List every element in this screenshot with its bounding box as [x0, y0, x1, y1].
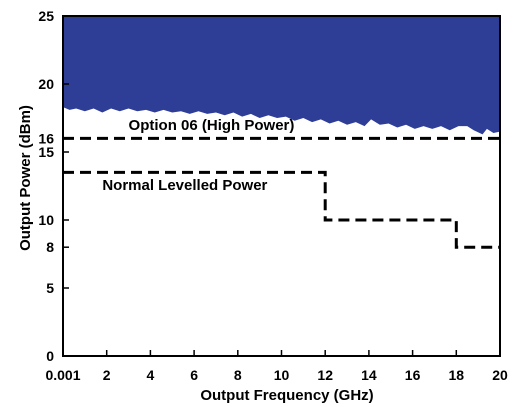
y-tick-label: 15 [38, 144, 54, 160]
x-tick-label: 16 [405, 367, 421, 383]
x-tick-label: 20 [492, 367, 508, 383]
high-power-area-fill [63, 16, 500, 135]
x-tick-label: 18 [449, 367, 465, 383]
y-tick-label: 0 [46, 348, 54, 364]
annotations: Option 06 (High Power) Normal Levelled Po… [102, 117, 294, 194]
x-tick-label: 4 [147, 367, 155, 383]
x-axis-label: Output Frequency (GHz) [200, 387, 373, 404]
x-axis-ticks: 0.001 2 4 6 8 10 12 14 16 18 20 [45, 350, 508, 383]
measured-power-area [63, 16, 500, 135]
x-tick-label: 8 [234, 367, 242, 383]
normal-levelled-annotation: Normal Levelled Power [102, 177, 267, 194]
y-tick-label: 8 [46, 239, 54, 255]
normal-levelled-power-line [63, 170, 500, 249]
x-tick-label: 6 [190, 367, 198, 383]
y-tick-label: 20 [38, 76, 54, 92]
x-tick-label: 0.001 [45, 367, 80, 383]
y-axis-label: Output Power (dBm) [17, 105, 34, 251]
series-layer [63, 136, 500, 249]
x-tick-label: 10 [274, 367, 290, 383]
y-tick-label: 25 [38, 8, 54, 24]
option-06-annotation: Option 06 (High Power) [129, 117, 295, 134]
x-tick-label: 14 [361, 367, 377, 383]
x-tick-label: 2 [103, 367, 111, 383]
y-tick-label: 10 [38, 212, 54, 228]
y-tick-label: 16 [38, 130, 54, 146]
y-tick-label: 5 [46, 280, 54, 296]
x-tick-label: 12 [317, 367, 333, 383]
